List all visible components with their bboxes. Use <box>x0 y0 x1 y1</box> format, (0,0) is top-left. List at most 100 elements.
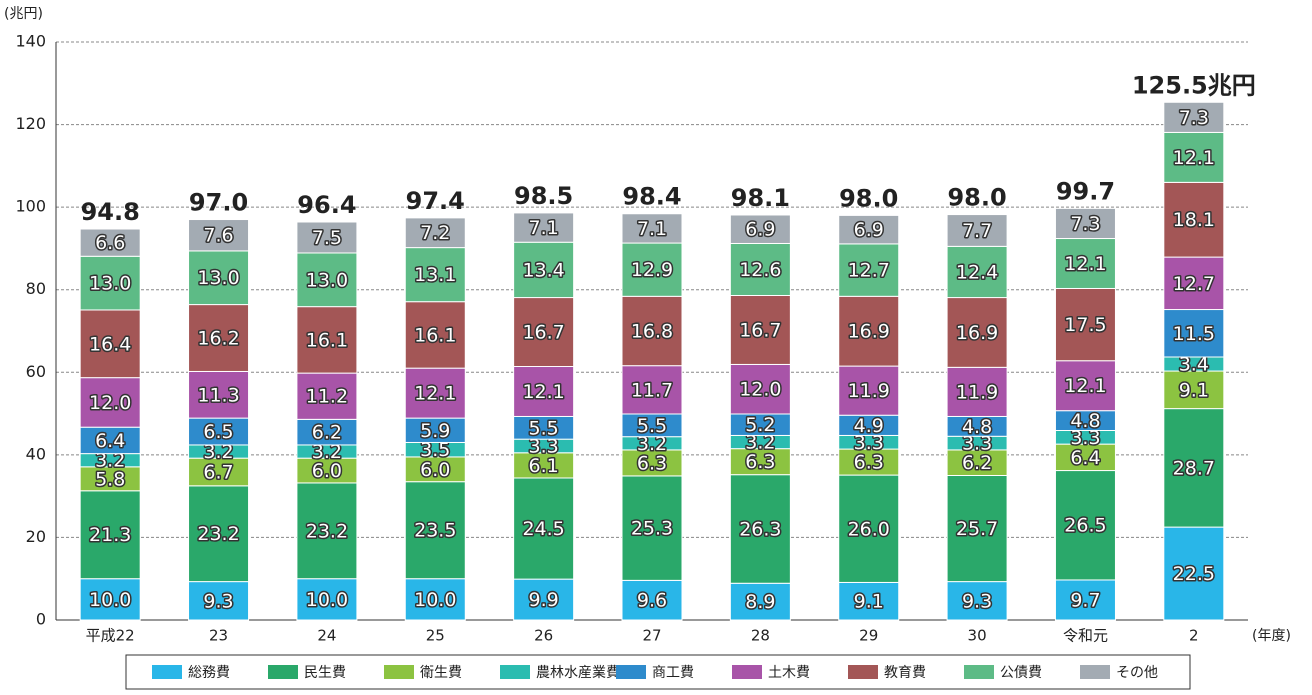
bar-segment <box>1054 360 1116 412</box>
y-tick-label: 40 <box>26 444 46 463</box>
bar-segment <box>621 365 683 415</box>
bar-segment <box>1163 309 1225 358</box>
segment-label: 10.0 <box>306 589 348 611</box>
segment-label: 4.8 <box>1070 410 1100 432</box>
total-label: 98.0 <box>839 184 898 212</box>
bar-segment <box>404 301 466 369</box>
segment-label: 6.6 <box>95 232 125 254</box>
segment-label: 6.5 <box>203 421 233 443</box>
segment-label: 13.0 <box>89 273 131 295</box>
bar-segment <box>404 481 466 580</box>
bar-segment <box>1163 370 1225 410</box>
bar-segment <box>296 221 358 254</box>
segment-label: 25.3 <box>631 518 673 540</box>
legend-swatch <box>732 665 762 679</box>
bar-segment <box>404 367 466 419</box>
segment-label: 7.7 <box>962 220 992 242</box>
bar-segment <box>188 581 250 621</box>
x-tick-label: 30 <box>968 627 987 645</box>
segment-label: 10.0 <box>89 589 131 611</box>
segment-label: 23.2 <box>197 523 239 545</box>
bar-segment <box>79 228 141 257</box>
bar-segment <box>296 372 358 420</box>
bar-segment <box>188 457 250 487</box>
legend-swatch <box>616 665 646 679</box>
segment-label: 18.1 <box>1173 209 1215 231</box>
y-tick-label: 0 <box>36 610 46 629</box>
bar-segment <box>296 482 358 580</box>
segment-label: 7.2 <box>420 222 450 244</box>
segment-label: 17.5 <box>1064 314 1106 336</box>
segment-label: 5.5 <box>529 417 559 439</box>
legend-label: その他 <box>1116 665 1158 681</box>
legend-label: 商工費 <box>652 665 694 681</box>
segment-label: 11.9 <box>956 381 998 403</box>
segment-label: 24.5 <box>522 518 564 540</box>
segment-label: 9.1 <box>1179 379 1209 401</box>
x-tick-label: 27 <box>642 627 661 645</box>
bar-segment <box>621 579 683 621</box>
bar-segment <box>188 304 250 372</box>
segment-label: 12.0 <box>739 379 781 401</box>
bar-segment <box>621 449 683 477</box>
segment-label: 13.1 <box>414 264 456 286</box>
segment-label: 5.8 <box>95 468 125 490</box>
segment-label: 12.1 <box>414 383 456 405</box>
segment-label: 16.7 <box>739 319 781 341</box>
segment-label: 6.1 <box>529 455 559 477</box>
segment-label: 11.5 <box>1173 323 1215 345</box>
bar-segment <box>729 448 791 476</box>
bar-segment <box>621 213 683 244</box>
total-label: 97.0 <box>189 189 248 217</box>
bar-segment <box>1163 101 1225 133</box>
segment-label: 12.6 <box>739 259 781 281</box>
segment-label: 11.2 <box>306 386 348 408</box>
bar-segment <box>838 365 900 416</box>
bar-segment <box>838 448 900 476</box>
segment-label: 6.3 <box>637 452 667 474</box>
bar-segment <box>729 214 791 244</box>
bar-segment <box>946 214 1008 247</box>
segment-label: 23.2 <box>306 520 348 542</box>
segment-label: 9.1 <box>854 591 884 613</box>
segment-label: 16.9 <box>848 321 890 343</box>
legend-label: 教育費 <box>884 665 926 681</box>
segment-label: 21.3 <box>89 524 131 546</box>
segment-label: 16.2 <box>197 328 239 350</box>
segment-label: 12.1 <box>1064 375 1106 397</box>
bar-segment <box>729 242 791 296</box>
bar-segment <box>946 581 1008 621</box>
x-tick-label: 29 <box>859 627 878 645</box>
total-label: 94.8 <box>81 198 140 226</box>
bar-segment <box>838 214 900 245</box>
legend-swatch <box>268 665 298 679</box>
bar-segment <box>404 217 466 249</box>
bar-segment <box>1054 470 1116 581</box>
legend-swatch <box>964 665 994 679</box>
bar-segment <box>404 247 466 303</box>
bar-segment <box>946 297 1008 368</box>
legend-swatch <box>384 665 414 679</box>
segment-label: 3.3 <box>1070 427 1100 449</box>
bar-segment <box>296 578 358 621</box>
bar-segment <box>838 295 900 367</box>
bar-segment <box>188 370 250 419</box>
segment-label: 13.0 <box>197 267 239 289</box>
segment-label: 6.2 <box>312 422 342 444</box>
bar-segment <box>513 297 575 368</box>
legend-box <box>125 654 1191 690</box>
segment-label: 7.1 <box>637 218 667 240</box>
bar-segment <box>513 452 575 479</box>
segment-label: 11.9 <box>848 380 890 402</box>
bar-segment <box>296 418 358 446</box>
bar-segment <box>838 243 900 297</box>
x-tick-label: 23 <box>209 627 228 645</box>
segment-label: 7.3 <box>1070 213 1100 235</box>
segment-label: 26.3 <box>739 518 781 540</box>
total-label: 98.5 <box>514 182 573 210</box>
segment-label: 5.2 <box>745 414 775 436</box>
bar-segment <box>513 477 575 580</box>
bar-segment <box>79 578 141 621</box>
total-label: 98.4 <box>622 183 681 211</box>
y-tick-label: 140 <box>15 32 46 51</box>
